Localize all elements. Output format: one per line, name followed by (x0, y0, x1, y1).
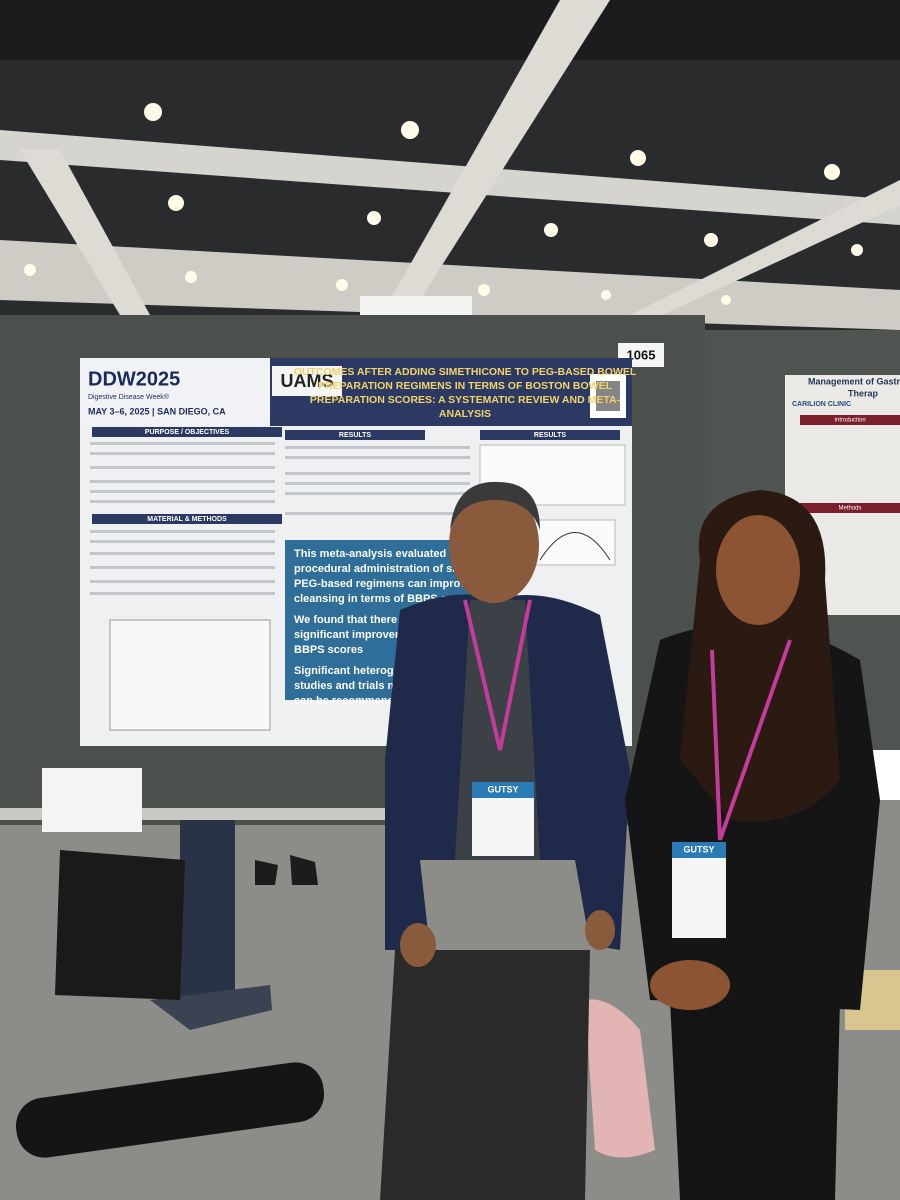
beam (0, 130, 900, 225)
man-face (449, 487, 539, 603)
poster-title: PREPARATION SCORES: A SYSTEMATIC REVIEW … (310, 394, 621, 406)
booth-number: 1065 (627, 347, 656, 362)
section-heading: RESULTS (339, 432, 371, 439)
woman-face (716, 515, 800, 625)
lanyard (710, 639, 792, 841)
pink-bag (585, 999, 655, 1158)
man-hand (400, 923, 436, 967)
highlight-text: BBPS scores (294, 644, 363, 656)
section-heading: RESULTS (534, 432, 566, 439)
shoe (150, 985, 272, 1030)
poster-title: ANALYSIS (439, 408, 491, 420)
poster-logo-area (80, 358, 270, 426)
side-logo: CARILION CLINIC (792, 401, 851, 408)
beam (20, 150, 150, 315)
side-section-bar (800, 415, 900, 425)
tote-bag (55, 850, 185, 1000)
badge-header (472, 782, 534, 798)
poster-title: OUTCOMES AFTER ADDING SIMETHICONE TO PEG… (294, 366, 637, 378)
section-bar (480, 430, 620, 440)
ceiling-lights (24, 103, 863, 305)
section-heading: PURPOSE / OBJECTIVES (145, 429, 230, 436)
side-section: Introduction (834, 418, 865, 424)
beam (390, 0, 610, 300)
section-heading: MATERIAL & METHODS (147, 516, 227, 523)
man-hand (585, 910, 615, 950)
highlight-text: PEG-based regimens can improve bowel (294, 578, 507, 590)
badge-text: GUTSY (487, 784, 518, 794)
shoes (255, 855, 318, 885)
section-bar (92, 427, 282, 437)
section-bar (285, 430, 425, 440)
section-bar (92, 514, 282, 524)
flow-diagram (109, 619, 271, 731)
badge-header (672, 842, 726, 858)
side-section: Methods (838, 506, 861, 512)
highlight-text: Significant heterogeneity (294, 665, 426, 677)
person-legs (180, 820, 235, 1000)
poster-logo: DDW2025 (88, 368, 180, 390)
man-trousers (380, 950, 590, 1200)
poster-text-lines (90, 442, 470, 595)
woman-hands (650, 960, 730, 1010)
poster-tube (15, 1062, 325, 1158)
side-section-bar (800, 503, 900, 513)
lanyard (463, 599, 532, 751)
qr-pattern (596, 381, 620, 411)
side-title: Management of Gastrointe (808, 376, 900, 386)
side-title: Therap (848, 388, 879, 398)
poster-title: PREPARATION REGIMENS IN TERMS OF BOSTON … (318, 380, 613, 392)
ceiling-dark (0, 0, 900, 60)
badge-text: GUTSY (683, 844, 714, 854)
poster-institution: UAMS (281, 371, 334, 391)
beam (600, 180, 900, 330)
woman-trousers (670, 1000, 840, 1200)
poster-logo-subtitle: Digestive Disease Week® (88, 393, 170, 401)
highlight-text: can be recommended fo (294, 695, 421, 707)
man-hair (450, 481, 540, 530)
funnel-curve (539, 532, 611, 561)
note-paper (42, 768, 142, 832)
funnel-plot (534, 519, 616, 566)
poster-dates: MAY 3–6, 2025 | SAN DIEGO, CA (88, 406, 226, 416)
uams-box (272, 366, 342, 396)
